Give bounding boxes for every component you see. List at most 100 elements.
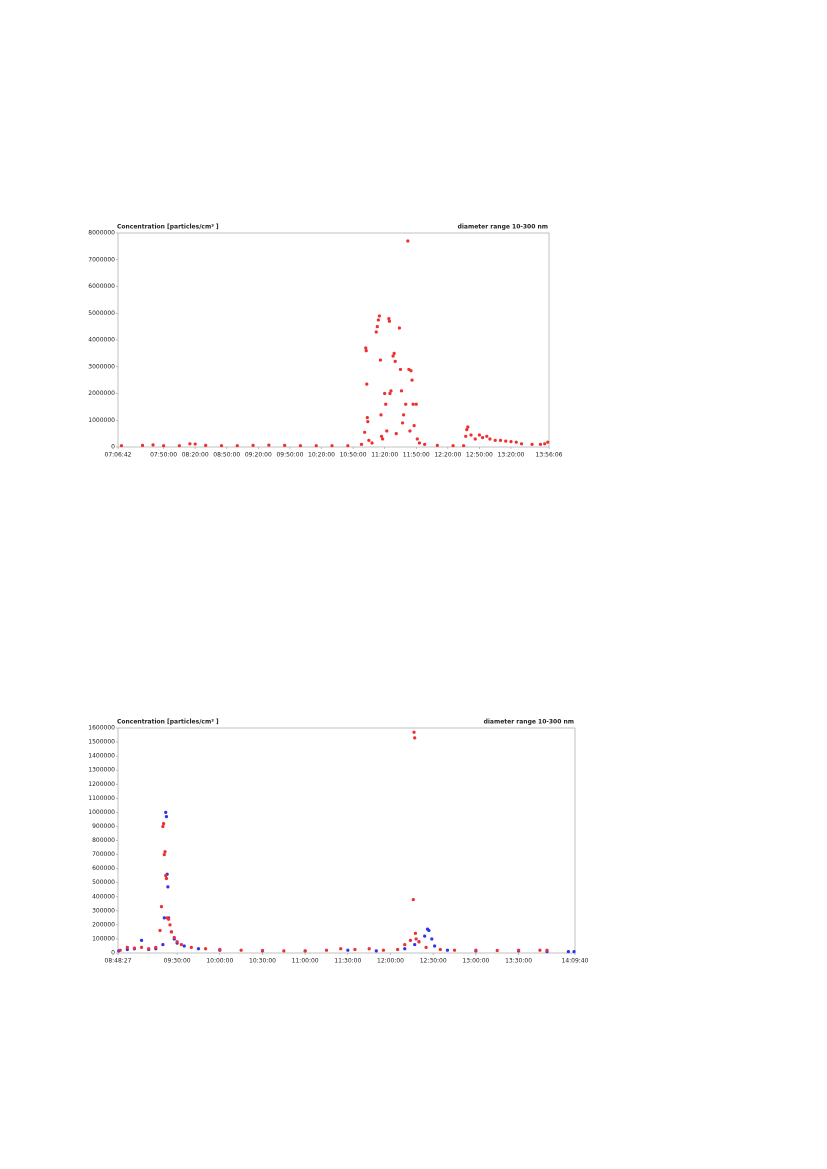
data-point (393, 359, 397, 363)
data-point (324, 948, 329, 952)
y-tick-label: 7000000 (88, 256, 115, 263)
x-tick-label: 10:00:00 (206, 958, 233, 965)
data-point (509, 440, 513, 444)
data-point (423, 934, 427, 938)
data-point (465, 428, 469, 432)
data-point (408, 938, 413, 942)
data-point (402, 413, 406, 417)
data-point (404, 402, 408, 406)
data-point (566, 949, 570, 954)
data-point (411, 402, 415, 406)
x-tick-label: 11:00:00 (292, 958, 319, 965)
data-point (282, 949, 286, 953)
x-tick-label: 12:20:00 (434, 452, 461, 459)
data-point (398, 367, 403, 372)
data-point (410, 378, 414, 382)
data-point (182, 944, 186, 948)
data-point (193, 442, 197, 446)
x-tick-label: 14:09:40 (562, 958, 589, 965)
data-point (374, 949, 378, 953)
data-point (417, 441, 422, 445)
data-point (346, 444, 350, 448)
data-point (189, 945, 193, 949)
y-tick-label: 800000 (92, 837, 115, 844)
data-point (408, 429, 412, 433)
x-tick-label: 13:56:06 (536, 452, 563, 459)
data-point (413, 942, 417, 947)
data-point (365, 415, 369, 420)
data-point (364, 349, 368, 353)
x-tick-label: 11:20:00 (371, 452, 398, 459)
x-tick-label: 13:00:00 (462, 958, 489, 965)
data-point (403, 947, 407, 951)
data-point (378, 358, 383, 362)
data-point (330, 444, 334, 448)
data-point (516, 948, 521, 952)
data-point (412, 424, 416, 428)
x-tick-label: 08:50:00 (213, 452, 240, 459)
x-tick-label: 12:50:00 (466, 452, 493, 459)
data-point (175, 940, 179, 944)
data-point (485, 434, 489, 438)
x-tick-label: 09:50:00 (276, 452, 303, 459)
data-point (235, 444, 239, 448)
data-point (162, 852, 166, 857)
data-point (399, 389, 404, 393)
data-point (545, 948, 549, 952)
data-point (403, 942, 407, 947)
data-point (474, 948, 478, 952)
data-point (480, 436, 485, 440)
data-point (411, 897, 415, 902)
data-point (353, 947, 357, 952)
x-tick-label: 11:50:00 (403, 452, 430, 459)
x-tick-label: 13:30:00 (505, 958, 532, 965)
data-point (413, 931, 418, 935)
data-point (380, 437, 385, 441)
data-point (409, 369, 413, 373)
data-point (161, 822, 166, 826)
data-point (451, 444, 455, 448)
data-point (387, 317, 391, 321)
x-tick-label: 10:20:00 (308, 452, 335, 459)
data-point (438, 947, 442, 952)
data-point (391, 354, 395, 358)
data-point (414, 937, 418, 941)
data-point (363, 430, 367, 434)
y-tick-label: 0 (111, 444, 115, 451)
data-point (364, 346, 368, 350)
data-point (464, 434, 468, 438)
data-point (406, 239, 410, 243)
data-point (169, 930, 174, 934)
y-tick-label: 1600000 (88, 725, 115, 732)
x-tick-label: 07:50:00 (150, 452, 177, 459)
data-point (359, 442, 364, 446)
data-point (161, 444, 166, 448)
data-point (339, 947, 343, 951)
y-tick-label: 0 (111, 950, 115, 957)
data-point (469, 433, 473, 437)
y-tick-label: 2000000 (88, 390, 115, 397)
data-point (530, 442, 534, 446)
data-point (166, 885, 170, 889)
data-point (435, 443, 439, 447)
y-tick-label: 1100000 (88, 795, 115, 802)
data-point (163, 850, 167, 854)
data-point (366, 419, 370, 424)
data-point (543, 442, 547, 446)
data-point (151, 443, 155, 447)
chart-title: Concentration [particles/cm³ ] (117, 719, 219, 726)
data-point (283, 443, 287, 447)
data-point (383, 391, 387, 396)
plot-frame (117, 232, 550, 448)
x-tick-label: 09:30:00 (164, 958, 191, 965)
data-point (452, 948, 457, 952)
x-tick-label: 10:50:00 (340, 452, 367, 459)
data-point (158, 928, 162, 933)
x-tick-label: 13:20:00 (498, 452, 525, 459)
data-point (365, 382, 369, 386)
data-point (367, 947, 371, 951)
data-point (423, 442, 427, 446)
data-point (260, 948, 265, 953)
x-tick-label: 12:00:00 (377, 958, 404, 965)
